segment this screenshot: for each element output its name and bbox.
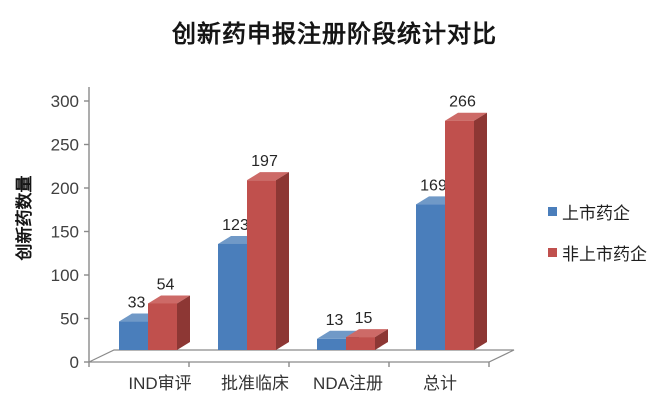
x-category-label: NDA注册 (313, 374, 383, 393)
legend-item-listed: 上市药企 (548, 199, 647, 224)
data-label: 266 (449, 94, 476, 111)
bar-s1-c2 (346, 337, 375, 350)
bar-s1-c0 (148, 303, 177, 350)
data-label: 169 (420, 177, 447, 194)
data-label: 54 (157, 276, 175, 293)
legend-label-listed: 上市药企 (562, 204, 630, 223)
bar-s1-c3 (445, 120, 474, 350)
y-tick-label: 200 (51, 179, 79, 198)
bar-side-s1-c0 (177, 295, 190, 350)
chart-floor (88, 349, 515, 363)
legend: 上市药企 非上市药企 (548, 199, 647, 281)
bar-top-s1-c2 (346, 329, 388, 338)
data-label: 33 (128, 295, 146, 312)
data-label: 197 (251, 153, 278, 170)
bar-s1-c1 (247, 180, 276, 350)
y-tick-label: 0 (70, 353, 79, 372)
bar-s0-c0 (119, 321, 148, 350)
bar-side-s1-c3 (474, 112, 487, 350)
legend-swatch-red-icon (548, 248, 557, 257)
bar-top-s1-c3 (445, 112, 487, 121)
bar-top-s1-c0 (148, 295, 190, 304)
x-category-label: 总计 (423, 374, 457, 393)
x-category-label: IND审评 (128, 374, 191, 393)
bar-side-s1-c1 (276, 172, 289, 350)
data-label: 13 (326, 312, 344, 329)
y-tick-label: 150 (51, 223, 79, 242)
bar-side-s1-c2 (375, 329, 388, 350)
legend-item-unlisted: 非上市药企 (548, 240, 647, 265)
bar-top-s1-c1 (247, 172, 289, 181)
y-tick-label: 250 (51, 136, 79, 155)
chart-title: 创新药申报注册阶段统计对比 (172, 21, 497, 48)
data-label: 123 (222, 217, 249, 234)
bar-s0-c1 (218, 243, 247, 350)
bar-s0-c2 (317, 338, 346, 350)
data-label: 15 (355, 310, 373, 327)
bar-s0-c3 (416, 204, 445, 350)
y-tick-label: 100 (51, 266, 79, 285)
legend-swatch-blue-icon (548, 207, 557, 216)
legend-label-unlisted: 非上市药企 (562, 245, 647, 264)
y-tick-label: 300 (51, 92, 79, 111)
y-tick-label: 50 (60, 310, 79, 329)
x-category-label: 批准临床 (221, 374, 289, 393)
